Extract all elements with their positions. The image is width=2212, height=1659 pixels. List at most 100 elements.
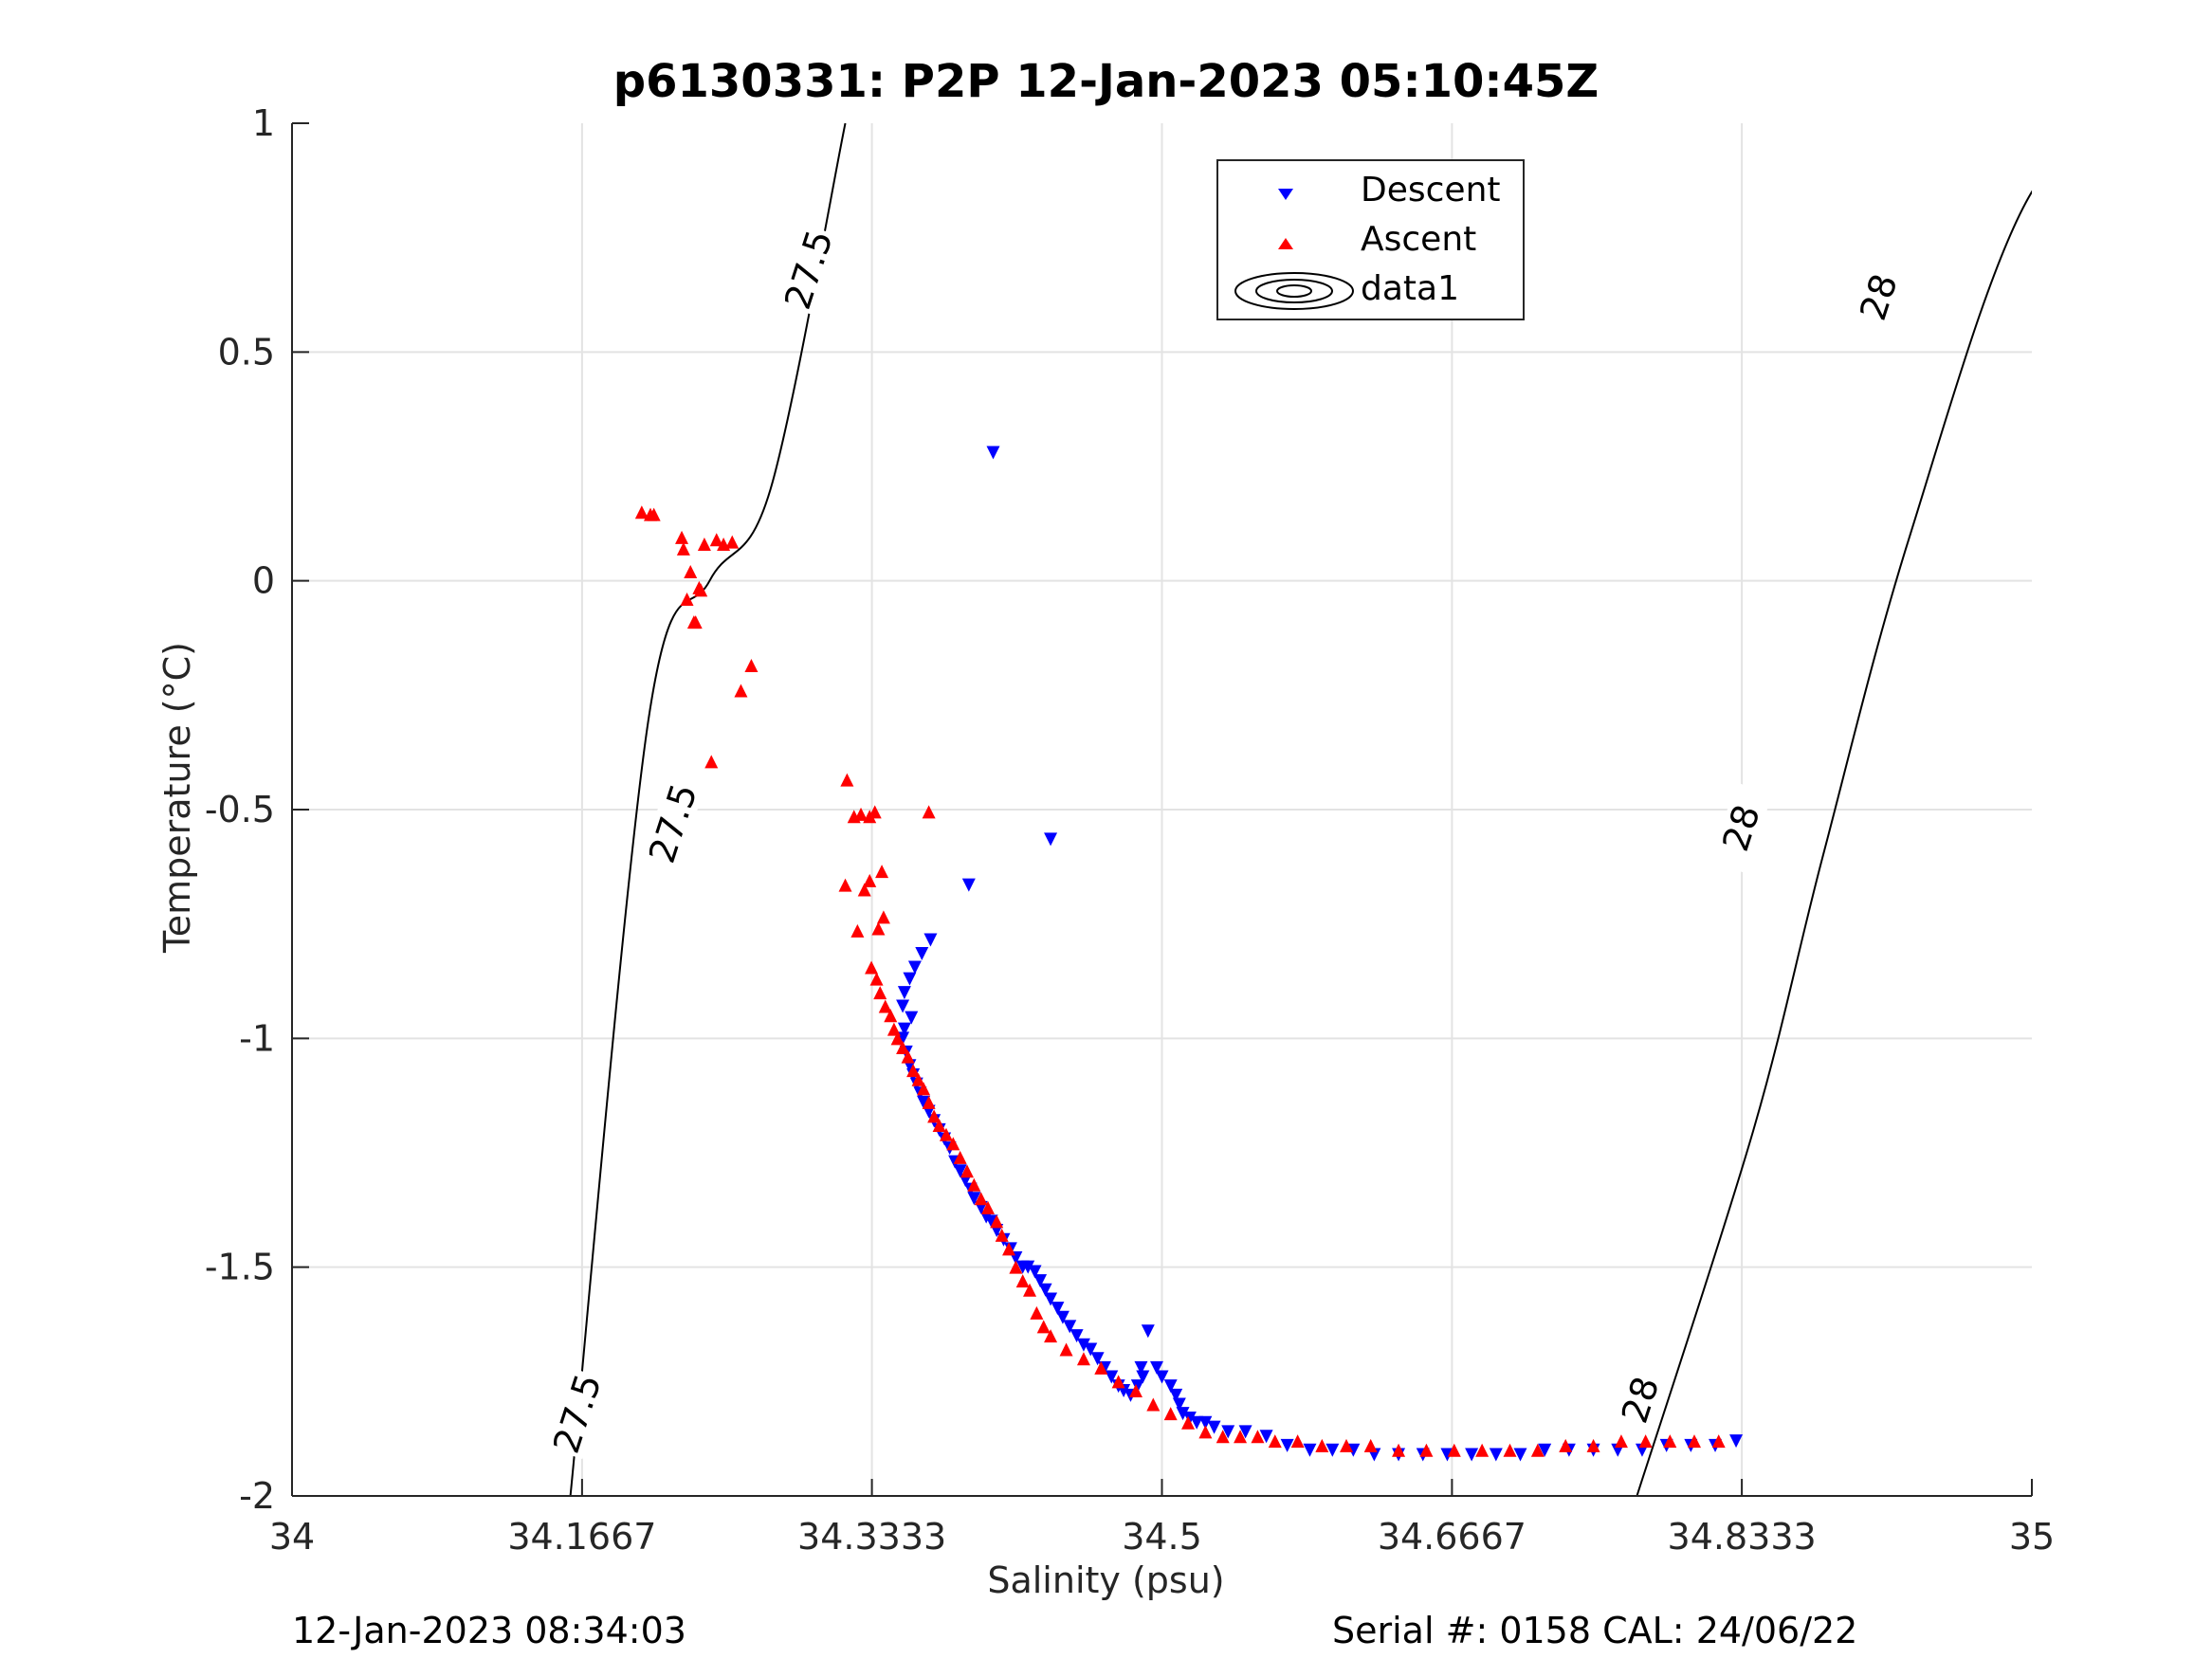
ascent-point [917, 1082, 931, 1096]
contour-label-background [642, 777, 704, 869]
ascent-point [1363, 1438, 1378, 1452]
contour-label-background [1709, 782, 1773, 874]
ascent-point [1216, 1430, 1230, 1444]
descent-point [1198, 1415, 1213, 1430]
descent-point [1169, 1388, 1183, 1402]
descent-point [1069, 1329, 1084, 1343]
contour-label-text: 27.5 [545, 1369, 610, 1458]
ascent-point [1009, 1260, 1023, 1274]
descent-point [1280, 1438, 1294, 1452]
ascent-point [686, 615, 701, 629]
ascent-point [1711, 1434, 1726, 1449]
ascent-point [981, 1200, 995, 1214]
chart-title: p6130331: P2P 12-Jan-2023 05:10:45Z [612, 55, 1600, 108]
y-tick-label: -1.5 [205, 1247, 275, 1288]
x-axis-label: Salinity (psu) [987, 1559, 1225, 1601]
ascent-point [922, 805, 936, 819]
descent-point [986, 446, 1000, 460]
ascent-point [1234, 1430, 1248, 1444]
ascent-point [990, 1214, 1004, 1229]
ascent-point [838, 878, 852, 892]
ascent-point [1392, 1443, 1406, 1457]
descent-point [1136, 1370, 1150, 1384]
legend-label-descent: Descent [1361, 171, 1501, 210]
ascent-point [1586, 1438, 1600, 1452]
ascent-point [873, 986, 887, 1000]
ascent-point [995, 1228, 1009, 1242]
ascent-point [1251, 1430, 1265, 1444]
descent-point [1149, 1360, 1163, 1375]
descent-point [1489, 1448, 1503, 1462]
descent-point [1303, 1443, 1317, 1457]
ascent-point [939, 1127, 953, 1141]
descent-point [905, 1011, 919, 1025]
x-tick-label: 34.5 [1122, 1516, 1202, 1558]
ascent-point [1447, 1443, 1461, 1457]
descent-point [907, 960, 922, 975]
descent-point [1163, 1379, 1178, 1394]
ascent-point [865, 960, 879, 975]
ascent-point [675, 530, 689, 544]
legend-entry-data1: data1 [1361, 269, 1459, 308]
ascent-point [1015, 1274, 1030, 1288]
ascent-point [869, 972, 884, 986]
ascent-point [1163, 1407, 1178, 1421]
ascent-point [1614, 1434, 1628, 1449]
contour-label: 28 [1709, 782, 1773, 874]
ascent-point [1094, 1360, 1108, 1375]
contour-label-text: 27.5 [641, 778, 705, 867]
ascent-point [875, 865, 889, 879]
legend-entry-descent: Descent [1361, 171, 1501, 210]
ascent-point [1268, 1434, 1282, 1449]
descent-point [1259, 1430, 1273, 1444]
descent-point [1190, 1415, 1204, 1430]
contour-label-background [1609, 1354, 1672, 1446]
contour-label-background [1847, 251, 1910, 343]
descent-point [896, 999, 910, 1013]
ascent-point [697, 538, 711, 552]
descent-point [1729, 1434, 1744, 1449]
descent-point [1033, 1274, 1048, 1288]
ascent-point [896, 1040, 910, 1054]
x-tick-label: 34 [269, 1516, 315, 1558]
y-tick-label: 0.5 [218, 331, 275, 373]
ascent-point [884, 1009, 898, 1023]
descent-point [1141, 1324, 1155, 1339]
ascent-point [854, 807, 868, 821]
ascent-point [927, 1109, 941, 1123]
legend: Descent Ascent data1 [1216, 159, 1525, 320]
descent-point [1021, 1260, 1035, 1274]
contour-label-text: 27.5 [777, 225, 841, 314]
contour-ellipses-icon [1234, 272, 1354, 310]
descent-point [923, 933, 938, 947]
descent-point [1044, 832, 1058, 847]
ascent-point [1023, 1283, 1037, 1297]
y-tick-label: -2 [239, 1475, 275, 1517]
ascent-point [1002, 1242, 1016, 1256]
ascent-point [734, 684, 748, 698]
ascent-point [1559, 1438, 1573, 1452]
ascent-point [725, 535, 740, 549]
ascent-point [960, 1164, 974, 1178]
footer-timestamp: 12-Jan-2023 08:34:03 [292, 1610, 686, 1651]
ascent-point [857, 883, 871, 897]
ascent-point [850, 923, 865, 938]
ascent-point [868, 805, 882, 819]
ascent-point [863, 873, 877, 887]
ascent-point [946, 1137, 960, 1151]
descent-point [1325, 1443, 1340, 1457]
y-tick-label: -0.5 [205, 789, 275, 830]
contour-label-background [777, 224, 840, 316]
descent-point [1513, 1448, 1527, 1462]
isopycnal-contour-line [569, 123, 847, 1496]
ascent-point [1076, 1352, 1090, 1366]
triangle-up-marker-icon [1278, 238, 1293, 249]
ascent-point [684, 565, 698, 579]
triangle-down-marker-icon [1278, 189, 1293, 200]
contour-label: 28 [1609, 1354, 1672, 1446]
descent-point [1182, 1411, 1197, 1425]
ascent-point [1530, 1443, 1545, 1457]
ascent-point [647, 507, 661, 521]
descent-point [1465, 1448, 1479, 1462]
